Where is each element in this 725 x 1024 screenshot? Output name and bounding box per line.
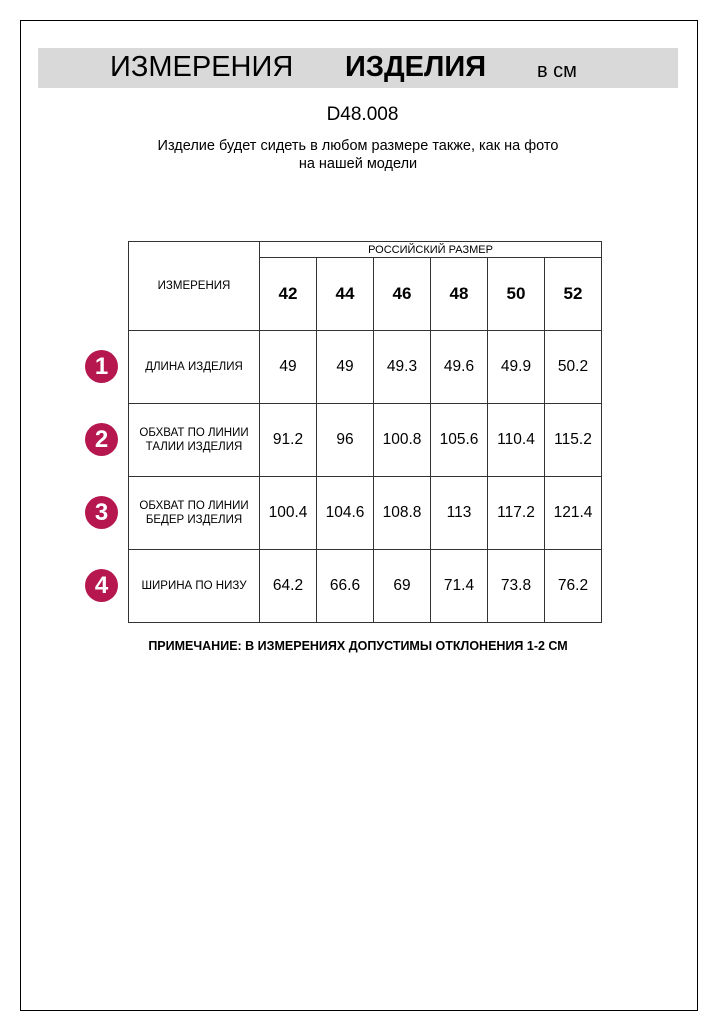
table-body: ДЛИНА ИЗДЕЛИЯ 49 49 49.3 49.6 49.9 50.2 ОБХВАТ … — [128, 330, 602, 623]
row-number-badge: 4 — [85, 569, 118, 602]
product-code: D48.008 — [326, 104, 399, 125]
value-cell: 76.2 — [544, 549, 602, 623]
size-group-header: РОССИЙСКИЙ РАЗМЕР — [259, 241, 602, 258]
value-cell: 71.4 — [430, 549, 488, 623]
value-cell: 49.9 — [487, 330, 545, 404]
title-unit: в см — [537, 60, 577, 82]
row-label: ОБХВАТ ПО ЛИНИИ ТАЛИИ ИЗДЕЛИЯ — [128, 403, 260, 477]
value-cell: 104.6 — [316, 476, 374, 550]
value-cell: 73.8 — [487, 549, 545, 623]
title-bold: ИЗДЕЛИЯ — [345, 51, 487, 83]
title-regular: ИЗМЕРЕНИЯ — [110, 51, 294, 83]
value-cell: 108.8 — [373, 476, 431, 550]
table-row: ОБХВАТ ПО ЛИНИИ ТАЛИИ ИЗДЕЛИЯ 91.2 96 100.8… — [128, 403, 602, 477]
sizes-row: 42 44 46 48 50 52 — [129, 257, 602, 331]
value-cell: 117.2 — [487, 476, 545, 550]
size-table: ИЗМЕРЕНИЯ РОССИЙСКИЙ РАЗМЕР 42 44 46 48 50 52… — [128, 241, 602, 623]
size-header: 52 — [544, 257, 602, 331]
row-label: ОБХВАТ ПО ЛИНИИ БЕДЕР ИЗДЕЛИЯ — [128, 476, 260, 550]
value-cell: 121.4 — [544, 476, 602, 550]
value-cell: 115.2 — [544, 403, 602, 477]
row-label: ШИРИНА ПО НИЗУ — [128, 549, 260, 623]
table-row: ШИРИНА ПО НИЗУ 64.2 66.6 69 71.4 73.8 76.2 — [128, 549, 602, 623]
value-cell: 49 — [316, 330, 374, 404]
row-label: ДЛИНА ИЗДЕЛИЯ — [128, 330, 260, 404]
value-cell: 110.4 — [487, 403, 545, 477]
row-number-badge: 1 — [85, 350, 118, 383]
value-cell: 69 — [373, 549, 431, 623]
size-header: 44 — [316, 257, 374, 331]
subtitle: Изделие будет сидеть в любом размере так… — [0, 137, 716, 173]
measure-header: ИЗМЕРЕНИЯ — [128, 241, 260, 331]
value-cell: 96 — [316, 403, 374, 477]
size-header: 50 — [487, 257, 545, 331]
value-cell: 113 — [430, 476, 488, 550]
row-number-badge: 3 — [85, 496, 118, 529]
subtitle-line: Изделие будет сидеть в любом размере так… — [157, 138, 559, 154]
row-number-badge: 2 — [85, 423, 118, 456]
value-cell: 64.2 — [259, 549, 317, 623]
table-row: ОБХВАТ ПО ЛИНИИ БЕДЕР ИЗДЕЛИЯ 100.4 104.6 1… — [128, 476, 602, 550]
value-cell: 105.6 — [430, 403, 488, 477]
subtitle-line: на нашей модели — [298, 156, 418, 172]
value-cell: 91.2 — [259, 403, 317, 477]
value-cell: 100.8 — [373, 403, 431, 477]
value-cell: 50.2 — [544, 330, 602, 404]
table-row: ДЛИНА ИЗДЕЛИЯ 49 49 49.3 49.6 49.9 50.2 — [128, 330, 602, 404]
page-frame — [20, 20, 698, 1011]
value-cell: 49 — [259, 330, 317, 404]
value-cell: 49.6 — [430, 330, 488, 404]
value-cell: 100.4 — [259, 476, 317, 550]
note: ПРИМЕЧАНИЕ: В ИЗМЕРЕНИЯХ ДОПУСТИМЫ ОТКЛО… — [148, 639, 568, 653]
value-cell: 49.3 — [373, 330, 431, 404]
size-header: 42 — [259, 257, 317, 331]
size-header: 48 — [430, 257, 488, 331]
value-cell: 66.6 — [316, 549, 374, 623]
title-banner — [38, 48, 678, 88]
size-header: 46 — [373, 257, 431, 331]
